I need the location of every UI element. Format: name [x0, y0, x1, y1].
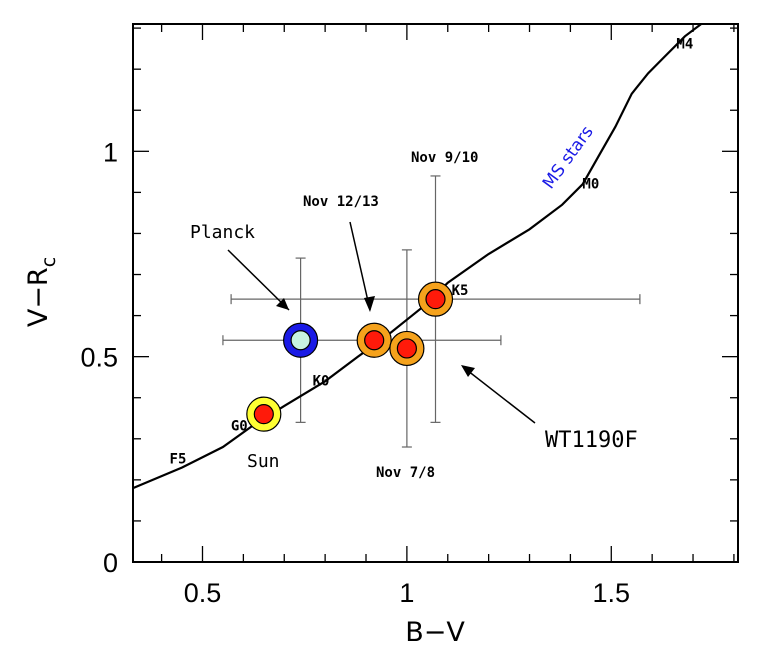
- markers-layer: [246, 281, 454, 432]
- planck-label: Planck: [190, 222, 255, 243]
- observation-marker-0-inner: [364, 330, 385, 351]
- y-tick-label: 0: [103, 548, 118, 578]
- spectral-type-label: F5: [170, 451, 187, 467]
- y-tick-label: 0.5: [80, 343, 118, 373]
- nov-7-8-label: Nov 7/8: [376, 465, 435, 481]
- plot-frame: [132, 23, 739, 563]
- planck-arrow: [227, 249, 290, 311]
- wt1190f-label: WT1190F: [545, 428, 638, 453]
- spectral-type-label: M4: [676, 37, 693, 53]
- spectral-type-label: M0: [582, 176, 599, 192]
- observation-marker-1-inner: [396, 338, 417, 359]
- axis-labels-layer: B−V V−Rc: [23, 257, 465, 648]
- x-tick-label: 1: [399, 578, 414, 608]
- x-tick-label: 0.5: [184, 578, 222, 608]
- planck-marker-inner: [290, 330, 311, 351]
- nov-12-13-label: Nov 12/13: [303, 194, 379, 210]
- observation-marker-2-inner: [425, 289, 446, 310]
- spectral-type-label: G0: [231, 419, 248, 435]
- y-tick-label: 1: [103, 137, 118, 167]
- spectral-type-label: K5: [452, 283, 469, 299]
- y-axis-label-subscript: c: [38, 257, 60, 267]
- ms-curve-line: [132, 23, 702, 490]
- planck-arrowhead: [276, 298, 289, 310]
- tick-labels-layer: 0.5 1 1.5 0 0.5 1: [80, 137, 630, 608]
- wt1190f-arrow: [462, 366, 536, 424]
- x-tick-label: 1.5: [593, 578, 631, 608]
- nov-12-13-arrowhead: [364, 296, 375, 312]
- spectral-type-label: K0: [313, 373, 330, 389]
- y-axis-label-main: V−R: [23, 267, 54, 327]
- wt1190f-arrowhead: [461, 365, 475, 377]
- y-axis-label: V−Rc: [23, 257, 60, 327]
- nov-9-10-label: Nov 9/10: [411, 150, 478, 166]
- sun-label: Sun: [247, 451, 280, 472]
- x-axis-label: B−V: [405, 617, 465, 648]
- nov-12-13-arrow: [349, 221, 371, 311]
- ms-curve-layer: F5 G0 K0 K5 M0 M4: [132, 23, 702, 490]
- sun-marker-inner: [253, 404, 274, 425]
